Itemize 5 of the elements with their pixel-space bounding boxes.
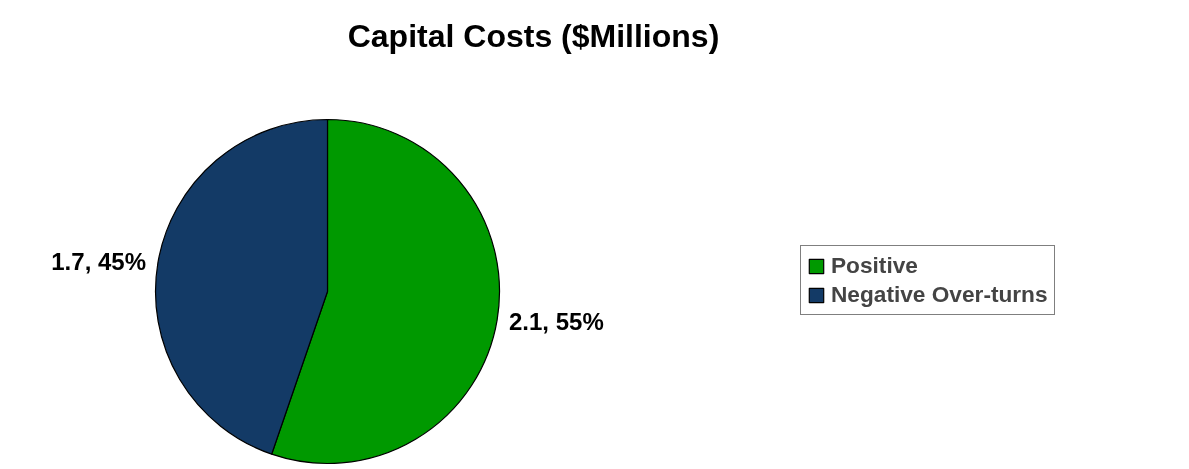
data-label: 2.1, 55%: [508, 308, 604, 336]
legend-label: Negative Over-turns: [831, 281, 1048, 308]
legend-label: Positive: [831, 252, 918, 279]
data-label: 1.7, 45%: [51, 247, 147, 275]
chart-title: Capital Costs ($Millions): [347, 17, 720, 54]
